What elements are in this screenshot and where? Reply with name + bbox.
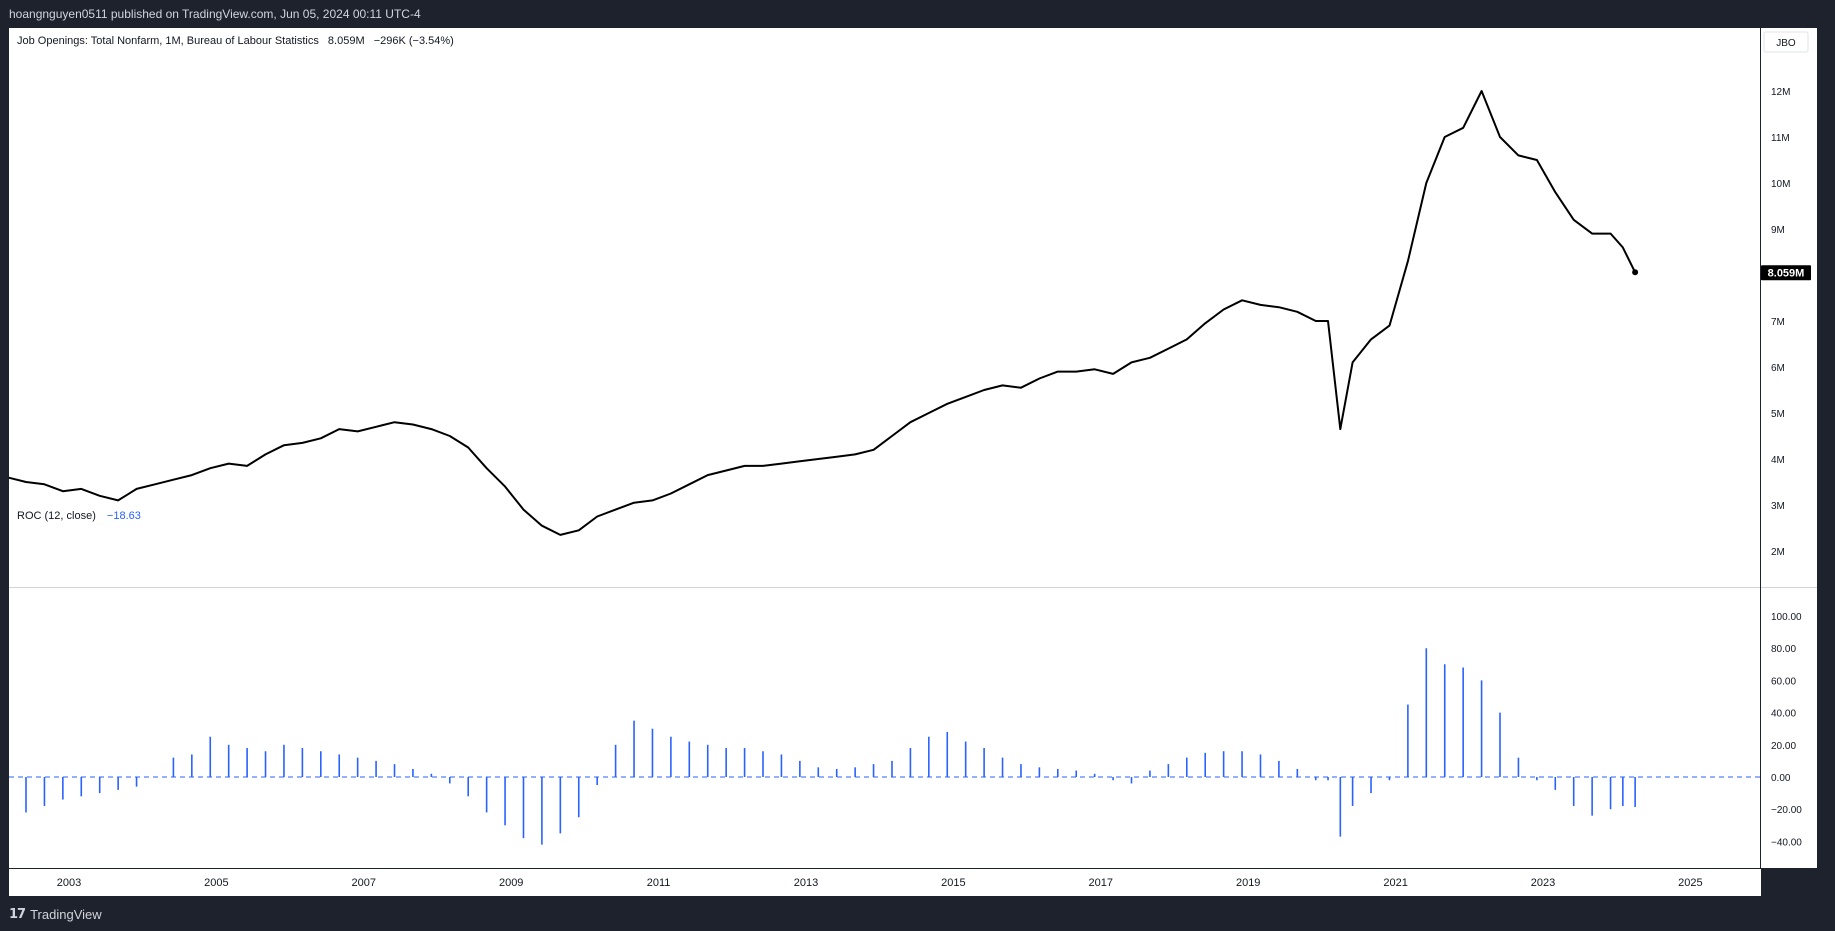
tradingview-brand: TradingView — [30, 907, 102, 922]
roc-tick: 0.00 — [1771, 773, 1791, 784]
price-tick: 3M — [1771, 501, 1785, 512]
roc-price-scale[interactable]: 100.00 80.00 60.00 40.00 20.00 0.00 −20.00 −40.… — [1771, 612, 1802, 848]
main-price-scale[interactable]: 12M11M10M9M8M7M6M5M4M3M2M — [1771, 87, 1790, 558]
roc-value: −18.63 — [107, 510, 141, 522]
price-tick: 7M — [1771, 317, 1785, 328]
roc-tick: 60.00 — [1771, 676, 1796, 687]
series-title: Job Openings: Total Nonfarm, 1M, Bureau … — [17, 35, 319, 47]
roc-tick: −20.00 — [1771, 805, 1802, 816]
main-legend[interactable]: Job Openings: Total Nonfarm, 1M, Bureau … — [17, 35, 454, 47]
last-price-tag: 8.059M — [1761, 265, 1811, 281]
roc-tick: 20.00 — [1771, 741, 1796, 752]
chart-frame[interactable]: Job Openings: Total Nonfarm, 1M, Bureau … — [9, 28, 1826, 897]
last-price-tag-label: 8.059M — [1768, 267, 1805, 279]
last-point-marker — [1632, 269, 1639, 276]
roc-legend[interactable]: ROC (12, close) −18.63 — [17, 510, 141, 522]
time-tick: 2017 — [1089, 877, 1113, 889]
time-tick: 2007 — [352, 877, 376, 889]
tradingview-logo-icon: 17 — [9, 907, 26, 922]
price-tick: 6M — [1771, 363, 1785, 374]
price-tick: 5M — [1771, 409, 1785, 420]
roc-tick: 100.00 — [1771, 612, 1802, 623]
right-frame-band — [1817, 28, 1826, 897]
time-tick: 2023 — [1531, 877, 1555, 889]
tradingview-logo[interactable]: 17 TradingView — [9, 907, 102, 922]
time-tick: 2013 — [794, 877, 818, 889]
price-tick: 9M — [1771, 225, 1785, 236]
publish-line: hoangnguyen0511 published on TradingView… — [9, 7, 421, 21]
roc-histogram — [25, 648, 1636, 845]
symbol-badge-label: JBO — [1776, 38, 1796, 49]
time-tick: 2025 — [1678, 877, 1702, 889]
chart-canvas[interactable]: Job Openings: Total Nonfarm, 1M, Bureau … — [9, 28, 1826, 897]
job-openings-line — [9, 90, 1636, 536]
time-tick: 2009 — [499, 877, 523, 889]
time-tick: 2021 — [1383, 877, 1407, 889]
roc-tick: −40.00 — [1771, 837, 1802, 848]
time-tick: 2019 — [1236, 877, 1260, 889]
time-tick: 2011 — [647, 877, 671, 889]
symbol-badge[interactable] — [1763, 31, 1809, 53]
price-tick: 12M — [1771, 87, 1790, 98]
price-tick: 4M — [1771, 455, 1785, 466]
series-change: −296K (−3.54%) — [374, 35, 454, 47]
roc-tick: 80.00 — [1771, 644, 1796, 655]
time-scale-labels: 2003 2005 2007 2009 2011 2013 2015 2017 2019 2021… — [57, 877, 1703, 889]
time-tick: 2015 — [941, 877, 965, 889]
price-tick: 11M — [1771, 133, 1790, 144]
price-tick: 2M — [1771, 547, 1785, 558]
time-tick: 2005 — [204, 877, 228, 889]
price-tick: 10M — [1771, 179, 1790, 190]
publish-header: hoangnguyen0511 published on TradingView… — [0, 0, 1835, 28]
roc-tick: 40.00 — [1771, 709, 1796, 720]
roc-title: ROC (12, close) — [17, 510, 96, 522]
series-last-value: 8.059M — [328, 35, 365, 47]
footer: 17 TradingView — [0, 897, 1835, 931]
time-axis[interactable] — [9, 868, 1761, 896]
time-tick: 2003 — [57, 877, 81, 889]
